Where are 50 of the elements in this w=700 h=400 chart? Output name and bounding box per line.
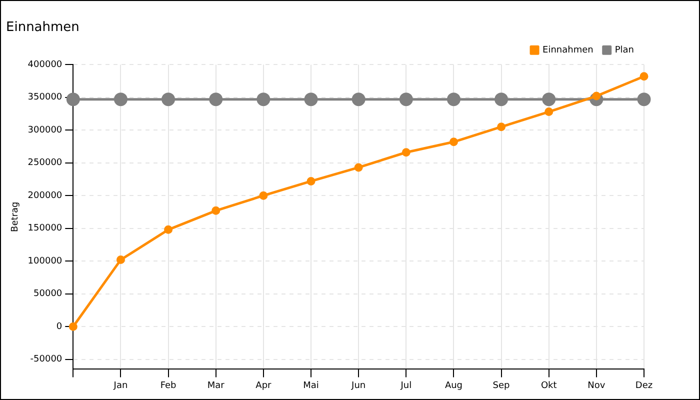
y-tick-label: 100000	[28, 256, 62, 266]
x-tick-label: Apr	[256, 380, 272, 391]
x-tick-label: Mar	[207, 380, 225, 391]
x-tick-label: Okt	[540, 380, 558, 391]
point	[544, 108, 554, 116]
x-tick-label: Mai	[303, 380, 319, 391]
point	[640, 72, 648, 81]
point	[116, 256, 125, 264]
point	[68, 322, 78, 331]
point	[354, 163, 363, 172]
point	[304, 92, 318, 106]
y-tick-label: -50000	[30, 354, 62, 365]
point	[306, 176, 316, 186]
legend-label: Einnahmen	[542, 45, 594, 56]
y-tick-label: 350000	[28, 92, 62, 103]
x-tick-label: Aug	[444, 380, 463, 391]
legend-label: Plan	[614, 45, 634, 56]
point	[399, 92, 413, 106]
point	[114, 92, 128, 106]
x-tick-label: Dez	[635, 380, 653, 391]
x-tick-label: Jan	[112, 380, 128, 391]
point	[446, 92, 460, 106]
x-tick-label: Jul	[400, 380, 412, 391]
chart-title: Einnahmen	[6, 20, 80, 36]
x-tick-label: Feb	[160, 380, 177, 391]
point	[352, 92, 366, 106]
point	[256, 92, 270, 106]
x-tick-label: Nov	[588, 380, 606, 391]
point	[162, 92, 176, 106]
point	[212, 206, 220, 215]
y-tick-label: 300000	[28, 125, 62, 136]
x-tick-label: Sep	[492, 380, 510, 391]
point	[66, 92, 80, 106]
point	[497, 122, 506, 132]
y-tick-label: 150000	[28, 224, 62, 234]
point	[449, 138, 458, 146]
y-tick-label: 200000	[28, 190, 62, 201]
point	[164, 225, 173, 234]
y-tick-label: 400000	[28, 60, 62, 70]
y-tick-label: 250000	[28, 158, 62, 168]
point	[402, 148, 410, 157]
point	[637, 92, 651, 106]
point	[209, 92, 223, 106]
x-tick-label: Jun	[350, 380, 366, 391]
point	[542, 92, 556, 106]
y-tick-label: 50000	[34, 289, 62, 300]
y-tick-label: 0	[56, 322, 62, 332]
point	[259, 191, 268, 200]
y-axis-title: Betrag	[10, 202, 21, 232]
point	[494, 92, 508, 106]
